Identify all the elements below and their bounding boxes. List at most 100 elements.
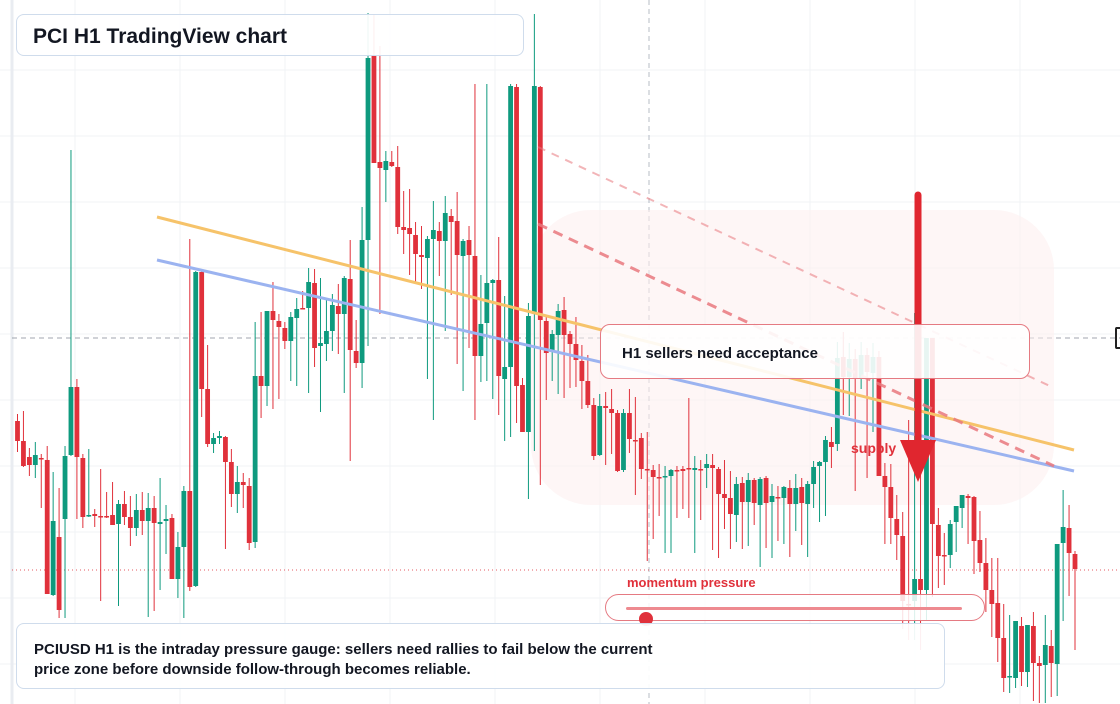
candle: [442, 196, 448, 331]
candle: [935, 508, 941, 588]
candle: [252, 322, 258, 548]
candle-body: [294, 309, 300, 318]
candle-body: [941, 555, 947, 557]
candle: [234, 466, 240, 513]
candle-body: [127, 517, 133, 528]
price-scale-handle[interactable]: [1115, 327, 1120, 349]
candle: [365, 13, 371, 346]
candle: [407, 189, 413, 275]
gauge-track: [626, 607, 962, 626]
candle-body: [217, 436, 222, 438]
candle: [187, 239, 193, 591]
candle-body: [1042, 645, 1048, 665]
candle: [484, 84, 490, 381]
candle-body: [395, 167, 401, 227]
candle-body: [50, 521, 56, 595]
candle-body: [240, 482, 246, 485]
candle-body: [805, 484, 811, 504]
candle-body: [644, 469, 650, 471]
candle: [110, 482, 115, 525]
candle-body: [585, 381, 591, 405]
candle-body: [638, 438, 644, 469]
title-panel: PCI H1 TradingView chart: [16, 14, 524, 56]
candle: [127, 496, 133, 546]
candle-body: [246, 486, 252, 543]
candle-body: [1072, 554, 1078, 569]
candle-body: [811, 467, 816, 484]
candle: [644, 432, 650, 561]
candle: [502, 296, 508, 441]
candle-body: [710, 465, 715, 468]
candle-body: [609, 409, 615, 413]
candle: [74, 379, 80, 519]
candle-body: [549, 334, 555, 352]
candle-body: [1001, 638, 1007, 678]
caption-panel: PCIUSD H1 is the intraday pressure gauge…: [16, 623, 945, 689]
candle-body: [15, 421, 20, 441]
candle-body: [603, 406, 609, 408]
candle-body: [223, 437, 228, 462]
candle-body: [401, 227, 407, 230]
candle-body: [722, 494, 727, 498]
candle: [193, 271, 199, 587]
candle-body: [1025, 625, 1030, 672]
candle-body: [38, 458, 44, 460]
candle-body: [930, 338, 935, 524]
candle-body: [1031, 626, 1036, 663]
candle: [98, 469, 104, 601]
candle: [26, 448, 32, 476]
candle-body: [324, 331, 329, 344]
candle-body: [787, 488, 793, 504]
candle-body: [615, 413, 620, 471]
candle: [769, 484, 775, 558]
candle: [882, 463, 888, 544]
candle: [377, 46, 383, 314]
candle: [312, 269, 317, 367]
candle-body: [793, 488, 799, 504]
candle: [133, 494, 139, 536]
candle-body: [888, 487, 894, 518]
candle: [656, 464, 662, 516]
candle: [413, 222, 418, 283]
candle-body: [139, 510, 145, 521]
candle-body: [98, 516, 104, 518]
candle-body: [1019, 626, 1024, 672]
candle-body: [151, 508, 157, 523]
candle: [686, 398, 692, 518]
candle: [805, 481, 811, 557]
candle: [306, 268, 312, 393]
candle: [1036, 656, 1042, 703]
candle: [15, 414, 20, 452]
candle-body: [531, 86, 537, 314]
candle-body: [834, 358, 840, 444]
candle: [757, 477, 763, 567]
candle: [264, 311, 270, 406]
candle: [175, 532, 181, 598]
candle-body: [318, 343, 323, 346]
candle: [989, 558, 995, 637]
candle-body: [698, 469, 704, 471]
candle: [139, 492, 145, 535]
candle-body: [86, 515, 92, 517]
candle: [1072, 551, 1078, 650]
candle: [294, 298, 300, 386]
candle: [591, 398, 597, 460]
candle: [775, 486, 781, 541]
candle-body: [983, 563, 989, 590]
candle-body: [686, 468, 692, 470]
candle-body: [199, 272, 205, 389]
candle: [811, 461, 816, 508]
candle-body: [157, 522, 163, 524]
candle-body: [751, 480, 757, 503]
candle: [1025, 625, 1030, 687]
candle-body: [276, 321, 282, 327]
candle: [579, 345, 585, 409]
candle: [359, 207, 365, 388]
candle: [745, 473, 751, 546]
candle-body: [448, 216, 454, 222]
candle: [739, 477, 745, 549]
candle-body: [1066, 528, 1072, 553]
candle: [817, 461, 822, 522]
candle: [86, 449, 92, 517]
candle: [965, 494, 971, 544]
